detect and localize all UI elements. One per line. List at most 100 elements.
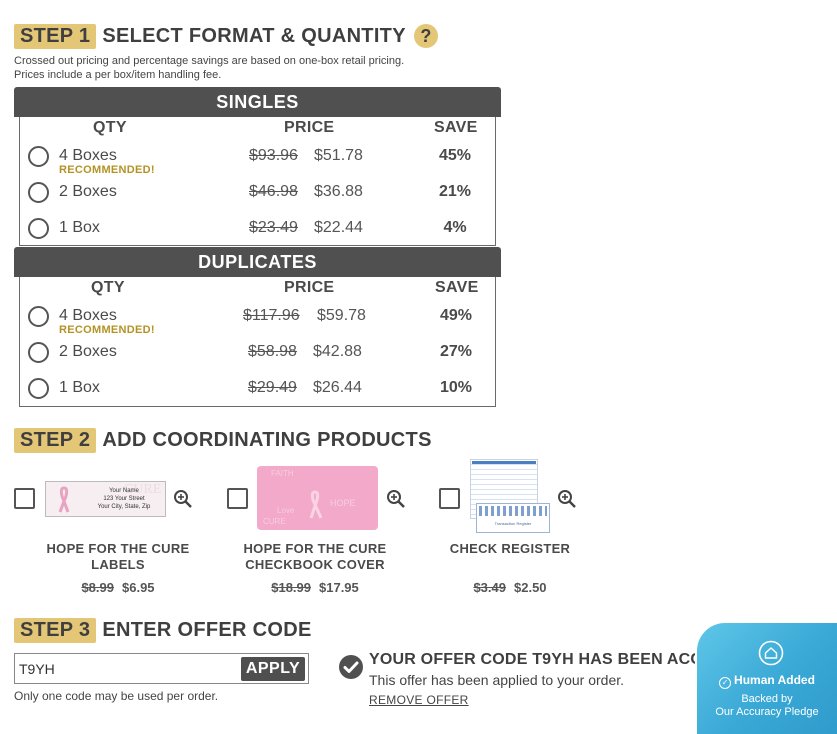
labels-checkbox[interactable] xyxy=(14,488,35,509)
qty-column-header: QTY xyxy=(93,119,127,136)
offer-accepted-subtext: This offer has been applied to your orde… xyxy=(369,672,625,688)
question-mark-icon[interactable]: ? xyxy=(413,24,438,48)
zoom-in-icon[interactable] xyxy=(173,489,193,509)
price-column-header: PRICE xyxy=(284,279,335,296)
pricing-note: Crossed out pricing and percentage savin… xyxy=(14,54,404,82)
original-price: $23.49 xyxy=(249,219,298,236)
sale-price: $26.44 xyxy=(313,379,362,396)
original-price: $8.99 xyxy=(81,580,114,595)
step2-badge: STEP 2 xyxy=(14,427,97,453)
radio-button[interactable] xyxy=(28,218,49,239)
step3-badge: STEP 3 xyxy=(14,617,97,643)
pink-ribbon-icon xyxy=(309,490,323,519)
original-price: $46.98 xyxy=(249,183,298,200)
check-circle-icon xyxy=(339,655,363,679)
original-price: $3.49 xyxy=(473,580,506,595)
radio-button[interactable] xyxy=(28,342,49,363)
check-register-product-name[interactable]: CHECK REGISTER xyxy=(449,541,571,556)
price-column-header: PRICE xyxy=(284,119,335,136)
step3-header: STEP 3 ENTER OFFER CODE xyxy=(14,617,312,643)
savings-percent: 27% xyxy=(439,343,473,360)
register-header-bar xyxy=(472,461,536,464)
zoom-in-icon[interactable] xyxy=(386,489,406,509)
singles-table: QTY PRICE SAVE 4 Boxes RECOMMENDED! $93.… xyxy=(19,117,496,246)
checkbook-cover-checkbox[interactable] xyxy=(227,488,248,509)
pink-ribbon-icon xyxy=(58,486,70,513)
radio-button[interactable] xyxy=(28,306,49,327)
check-register-checkbox[interactable] xyxy=(439,488,460,509)
quantity-label: 4 Boxes xyxy=(59,307,117,324)
house-icon xyxy=(758,640,784,666)
radio-button[interactable] xyxy=(28,378,49,399)
step2-header: STEP 2 ADD COORDINATING PRODUCTS xyxy=(14,427,432,453)
step3-title: ENTER OFFER CODE xyxy=(102,618,312,641)
quantity-label: 1 Box xyxy=(59,379,100,396)
check-register-product-image[interactable]: Transaction Register xyxy=(470,459,550,535)
pricing-note-line1: Crossed out pricing and percentage savin… xyxy=(14,55,405,67)
labels-cure-watermark: CURE xyxy=(124,482,162,497)
sale-price: $59.78 xyxy=(317,307,366,324)
quantity-label: 4 Boxes xyxy=(59,147,117,164)
original-price: $18.99 xyxy=(271,580,311,595)
label-address-text: Your Name 123 Your Street Your City, Sta… xyxy=(97,488,151,510)
zoom-in-icon[interactable] xyxy=(557,489,577,509)
savings-percent: 45% xyxy=(438,147,472,164)
quantity-label: 2 Boxes xyxy=(59,343,117,360)
quantity-label: 1 Box xyxy=(59,219,100,236)
radio-button[interactable] xyxy=(28,182,49,203)
original-price: $93.96 xyxy=(249,147,298,164)
step2-title: ADD COORDINATING PRODUCTS xyxy=(102,428,432,451)
labels-price: $8.99 $6.95 xyxy=(18,580,218,595)
original-price: $58.98 xyxy=(248,343,297,360)
labels-product-name[interactable]: HOPE FOR THE CURE LABELS xyxy=(46,541,190,572)
duplicates-option-1-box[interactable]: 1 Box $29.49 $26.44 10% xyxy=(20,375,495,401)
sale-price: $42.88 xyxy=(313,343,362,360)
quantity-label: 2 Boxes xyxy=(59,183,117,200)
duplicates-header: DUPLICATES xyxy=(14,247,501,277)
human-added-title: ✓ Human Added xyxy=(697,673,837,689)
sale-price: $2.50 xyxy=(514,580,547,595)
offer-code-field[interactable]: APPLY xyxy=(14,653,309,684)
check-circle-icon: ✓ xyxy=(719,677,732,689)
check-register-price: $3.49 $2.50 xyxy=(410,580,610,595)
savings-percent: 21% xyxy=(438,183,472,200)
offer-code-hint: Only one code may be used per order. xyxy=(14,689,219,703)
duplicates-table: QTY PRICE SAVE 4 Boxes RECOMMENDED! $117… xyxy=(19,277,496,407)
singles-option-4-boxes[interactable]: 4 Boxes RECOMMENDED! $93.96 $51.78 45% xyxy=(20,143,495,176)
singles-option-2-boxes[interactable]: 2 Boxes $46.98 $36.88 21% xyxy=(20,179,495,205)
duplicates-option-4-boxes[interactable]: 4 Boxes RECOMMENDED! $117.96 $59.78 49% xyxy=(20,303,495,336)
duplicates-option-2-boxes[interactable]: 2 Boxes $58.98 $42.88 27% xyxy=(20,339,495,365)
offer-accepted-title: YOUR OFFER CODE T9YH HAS BEEN ACCEPTED. xyxy=(369,651,695,668)
save-column-header: SAVE xyxy=(435,279,479,296)
sale-price: $17.95 xyxy=(319,580,359,595)
radio-button[interactable] xyxy=(28,146,49,167)
checkbook-cover-price: $18.99 $17.95 xyxy=(215,580,415,595)
labels-product-image[interactable]: CURE Your Name 123 Your Street Your City… xyxy=(45,481,166,517)
save-column-header: SAVE xyxy=(434,119,478,136)
original-price: $29.49 xyxy=(248,379,297,396)
register-cover-pattern xyxy=(479,506,547,516)
checkbook-cover-product-name[interactable]: HOPE FOR THE CURE CHECKBOOK COVER xyxy=(243,541,387,572)
offer-code-input[interactable] xyxy=(19,659,239,679)
step1-title: SELECT FORMAT & QUANTITY xyxy=(102,24,406,47)
savings-percent: 10% xyxy=(439,379,473,396)
sale-price: $22.44 xyxy=(314,219,363,236)
singles-header: SINGLES xyxy=(14,87,501,117)
qty-column-header: QTY xyxy=(91,279,125,296)
human-added-subtitle: Backed by Our Accuracy Pledge xyxy=(715,693,819,718)
remove-offer-link[interactable]: REMOVE OFFER xyxy=(369,693,469,707)
original-price: $117.96 xyxy=(243,307,300,324)
checkbook-cover-product-image[interactable]: FAITH Love HOPE CURE xyxy=(257,466,378,530)
sale-price: $36.88 xyxy=(314,183,363,200)
recommended-badge: RECOMMENDED! xyxy=(59,164,155,176)
step1-badge: STEP 1 xyxy=(14,23,97,49)
singles-option-1-box[interactable]: 1 Box $23.49 $22.44 4% xyxy=(20,215,495,241)
recommended-badge: RECOMMENDED! xyxy=(59,324,155,336)
sale-price: $51.78 xyxy=(314,147,363,164)
savings-percent: 4% xyxy=(443,219,467,236)
register-cover: Transaction Register xyxy=(476,503,550,533)
savings-percent: 49% xyxy=(439,307,473,324)
apply-button[interactable]: APPLY xyxy=(241,657,305,681)
human-added-badge[interactable]: ✓ Human Added Backed by Our Accuracy Pled… xyxy=(697,623,837,734)
pricing-note-line2: Prices include a per box/item handling f… xyxy=(14,69,222,81)
